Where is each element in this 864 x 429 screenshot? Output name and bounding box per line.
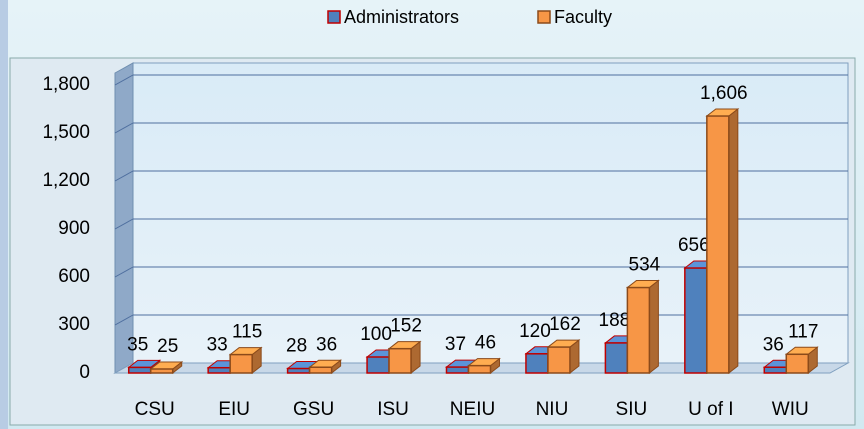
y-tick-label: 600	[58, 266, 90, 287]
side-wall	[114, 62, 134, 374]
x-tick-label: CSU	[135, 399, 175, 420]
bar	[684, 267, 708, 374]
x-tick-label: U of I	[688, 399, 733, 420]
data-label: 115	[232, 322, 262, 343]
back-wall	[132, 62, 849, 364]
data-label: 28	[286, 336, 307, 357]
data-label: 100	[360, 324, 392, 345]
bar-side	[648, 279, 659, 375]
data-label: 534	[629, 255, 661, 276]
y-tick-label: 900	[58, 218, 90, 239]
y-tick-label: 1,200	[42, 170, 90, 191]
data-label: 162	[549, 314, 581, 335]
bar	[286, 367, 311, 374]
bar-side	[728, 108, 739, 375]
bar	[127, 366, 152, 374]
data-label: 117	[788, 321, 818, 342]
x-tick-label: EIU	[218, 399, 250, 420]
grid-line-side	[114, 314, 134, 326]
data-label: 33	[207, 335, 228, 356]
bar	[547, 346, 571, 374]
legend-label: Faculty	[554, 7, 612, 27]
data-label: 37	[445, 334, 466, 355]
data-label: 46	[475, 333, 496, 354]
data-label: 36	[316, 334, 337, 355]
y-tick-label: 1,500	[42, 122, 90, 143]
grid-line-side	[114, 266, 134, 278]
x-tick-label: NIU	[536, 399, 569, 420]
data-label: 35	[127, 334, 148, 355]
bar	[525, 353, 549, 374]
data-label: 25	[157, 336, 178, 357]
legend-swatch	[327, 10, 341, 24]
grid-line-side	[114, 218, 134, 230]
data-label: 120	[519, 321, 551, 342]
legend-label: Administrators	[344, 7, 459, 27]
bar	[626, 286, 651, 374]
y-tick-label: 0	[79, 362, 90, 383]
y-tick-label: 1,800	[42, 74, 90, 95]
data-label: 152	[390, 316, 422, 337]
grid-line-side	[114, 122, 134, 134]
legend-swatch	[537, 10, 551, 24]
data-label: 656	[678, 235, 710, 256]
bar	[445, 366, 470, 374]
bar	[604, 342, 629, 374]
bar	[229, 353, 253, 374]
data-label: 188	[599, 310, 631, 331]
data-label: 36	[763, 334, 784, 355]
bar	[785, 353, 810, 374]
x-tick-label: WIU	[772, 399, 809, 420]
grid-line-side	[114, 170, 134, 182]
y-tick-label: 300	[58, 314, 90, 335]
bar	[308, 366, 333, 374]
left-edge	[0, 0, 8, 429]
bar	[388, 347, 412, 374]
bar	[763, 366, 788, 374]
data-label: 1,606	[700, 83, 748, 104]
bar	[149, 368, 174, 374]
x-tick-label: NEIU	[450, 399, 495, 420]
bar	[366, 356, 390, 374]
grid-line-side	[114, 74, 134, 86]
x-tick-label: SIU	[616, 399, 648, 420]
bar	[706, 115, 730, 374]
x-tick-label: GSU	[293, 399, 334, 420]
bar	[467, 364, 492, 374]
x-tick-label: ISU	[377, 399, 409, 420]
bar	[207, 366, 231, 374]
